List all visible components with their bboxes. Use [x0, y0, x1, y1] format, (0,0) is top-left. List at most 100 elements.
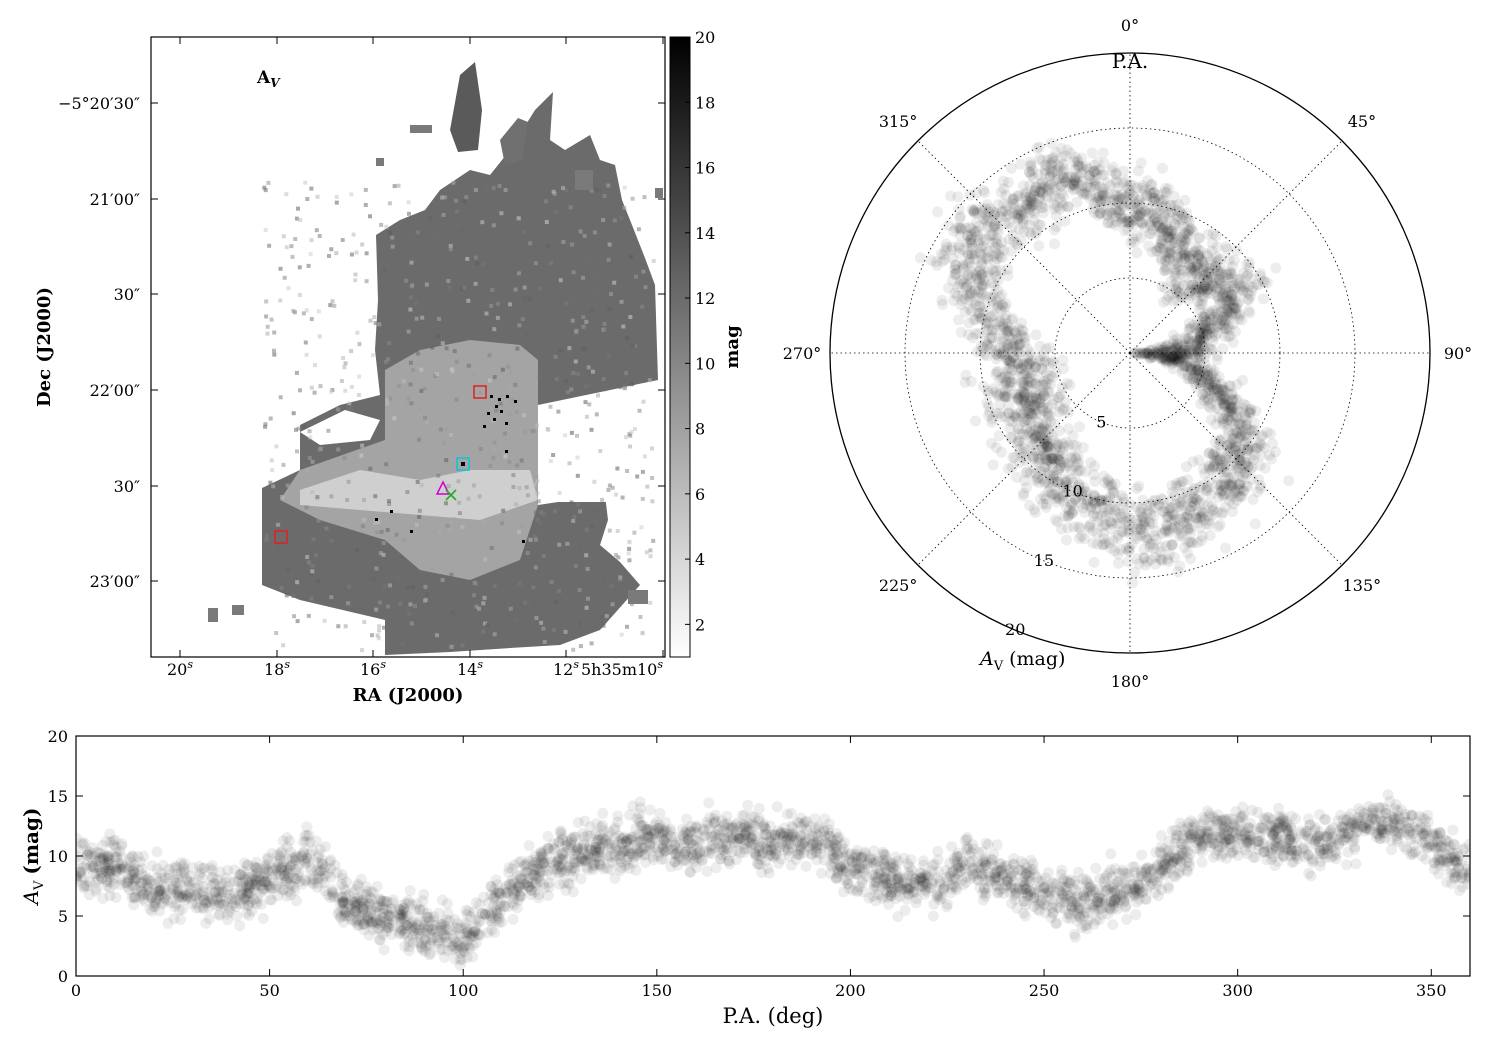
map-marker-cross — [445, 489, 457, 501]
map-ticks: 20s 18s 16s 14s 12s 5h35m10s −5°20′30″ 21′00″ 30… — [58, 37, 665, 679]
scatter-x-tick-label: 300 — [1222, 981, 1253, 1000]
map-marker-square — [456, 457, 470, 471]
map-marker-triangle — [435, 480, 451, 495]
scatter-x-tick-label: 150 — [642, 981, 673, 1000]
map-star-pixel — [506, 395, 509, 398]
polar-grid-circle — [1054, 277, 1206, 429]
polar-grid — [830, 53, 1430, 653]
polar-radial-tick-label: 10 — [1062, 482, 1082, 501]
ra-tick-label: 12s — [553, 658, 579, 679]
map-star-pixel — [410, 530, 413, 533]
ra-tick-label: 20s — [167, 658, 193, 679]
map-isolated-blob — [232, 605, 244, 615]
map-star-pixel — [487, 412, 490, 415]
polar-radial-tick-label: 15 — [1034, 551, 1054, 570]
dec-tick-label: 22′00″ — [90, 381, 140, 400]
dec-tick-label: 23′00″ — [90, 572, 140, 591]
colorbar-tick-label: 14 — [695, 224, 715, 243]
extinction-map-panel: 20s 18s 16s 14s 12s 5h35m10s −5°20′30″ 21′00″ 30… — [34, 28, 743, 706]
colorbar-tick-label: 2 — [695, 615, 705, 634]
map-isolated-blob — [376, 158, 384, 166]
extinction-map-image — [208, 62, 663, 655]
colorbar: 2 4 6 8 10 12 14 16 18 20 mag — [669, 28, 743, 658]
polar-angle-label: 315° — [879, 112, 918, 131]
scatter-y-tick-label: 10 — [48, 847, 68, 866]
map-central-bright-region — [280, 340, 538, 580]
scatter-xlabel: P.A. (deg) — [723, 1004, 824, 1028]
ra-tick-label: 18s — [264, 658, 290, 679]
colorbar-label: mag — [722, 325, 743, 369]
map-star-pixel — [483, 425, 486, 428]
map-star-pixel — [522, 540, 525, 543]
map-panel-label: AV — [256, 68, 281, 90]
map-ylabel: Dec (J2000) — [34, 287, 55, 407]
polar-radial-tick-label: 5 — [1096, 412, 1106, 431]
colorbar-tick-label: 20 — [695, 28, 715, 47]
colorbar-tick-label: 8 — [695, 420, 705, 439]
polar-radial-tick-label: 20 — [1005, 620, 1025, 639]
map-star-pixel — [493, 418, 496, 421]
scatter-x-tick-label: 200 — [835, 981, 866, 1000]
map-star-pixel — [495, 405, 498, 408]
dec-tick-label: −5°20′30″ — [58, 94, 140, 113]
map-isolated-blob — [628, 590, 648, 604]
colorbar-tick-label: 6 — [695, 485, 705, 504]
scatter-x-tick-label: 100 — [448, 981, 479, 1000]
av-vs-pa-scatter-panel: 0 50 100 150 200 250 300 350 0 5 10 15 20 P.A. (deg)… — [19, 727, 1471, 1028]
map-xlabel: RA (J2000) — [353, 685, 464, 706]
colorbar-tick-label: 18 — [695, 93, 715, 112]
polar-grid-spoke — [1129, 140, 1343, 354]
dec-tick-label: 30″ — [114, 477, 140, 496]
polar-angle-label: 90° — [1444, 344, 1472, 363]
scatter-y-tick-label: 15 — [48, 787, 68, 806]
map-isolated-blob — [208, 608, 218, 622]
map-blank-region — [538, 410, 608, 502]
scatter-points — [76, 789, 1470, 971]
map-marker-square — [274, 530, 288, 544]
polar-angle-label: 270° — [783, 344, 822, 363]
map-star-pixel — [375, 518, 378, 521]
scatter-ticks: 0 50 100 150 200 250 300 350 0 5 10 15 20 — [48, 727, 1470, 1000]
scatter-ylabel: AV(mag) — [19, 808, 47, 907]
polar-grid-spoke — [1129, 352, 1343, 566]
map-isolated-blob — [655, 188, 663, 198]
polar-labels: 0° 45° 90° 135° 180° 225° 270° 315° 5 10 15 20 — [783, 16, 1472, 691]
colorbar-gradient — [669, 36, 691, 658]
map-star-pixel — [390, 510, 393, 513]
colorbar-ticks: 2 4 6 8 10 12 14 16 18 20 — [685, 28, 715, 634]
polar-radial-label: AV (mag) — [978, 648, 1065, 674]
map-filament-north — [450, 62, 482, 152]
scatter-x-tick-label: 0 — [71, 981, 81, 1000]
dec-tick-label: 30″ — [114, 285, 140, 304]
scatter-y-tick-label: 20 — [48, 727, 68, 746]
map-bright-ridge — [300, 470, 538, 520]
map-star-pixel — [505, 450, 508, 453]
scatter-y-tick-label: 0 — [58, 967, 68, 986]
scatter-y-tick-label: 5 — [58, 907, 68, 926]
polar-scatter-points — [914, 137, 1295, 589]
polar-angle-label: 225° — [879, 576, 918, 595]
scatter-x-tick-label: 350 — [1416, 981, 1447, 1000]
polar-angle-label: 180° — [1111, 672, 1150, 691]
map-markers — [274, 385, 487, 544]
polar-angle-label: 45° — [1348, 112, 1376, 131]
colorbar-tick-label: 10 — [695, 354, 715, 373]
polar-angle-label: 0° — [1121, 16, 1139, 35]
map-star-pixel — [505, 422, 508, 425]
polar-outer-circle — [829, 52, 1431, 654]
colorbar-tick-label: 16 — [695, 159, 715, 178]
colorbar-tick-label: 12 — [695, 289, 715, 308]
map-filament-ne — [500, 118, 528, 165]
map-star-pixel — [490, 395, 493, 398]
map-star-pixel — [514, 400, 517, 403]
polar-plot-panel: 0° 45° 90° 135° 180° 225° 270° 315° 5 10 15 20 P.A.… — [783, 16, 1472, 691]
scatter-x-tick-label: 250 — [1029, 981, 1060, 1000]
colorbar-tick-label: 4 — [695, 550, 705, 569]
ra-tick-label: 14s — [457, 658, 483, 679]
map-hole — [300, 410, 380, 445]
map-frame — [150, 36, 666, 658]
map-isolated-blob — [575, 170, 593, 190]
map-star-pixel — [500, 410, 503, 413]
dec-tick-label: 21′00″ — [90, 190, 140, 209]
